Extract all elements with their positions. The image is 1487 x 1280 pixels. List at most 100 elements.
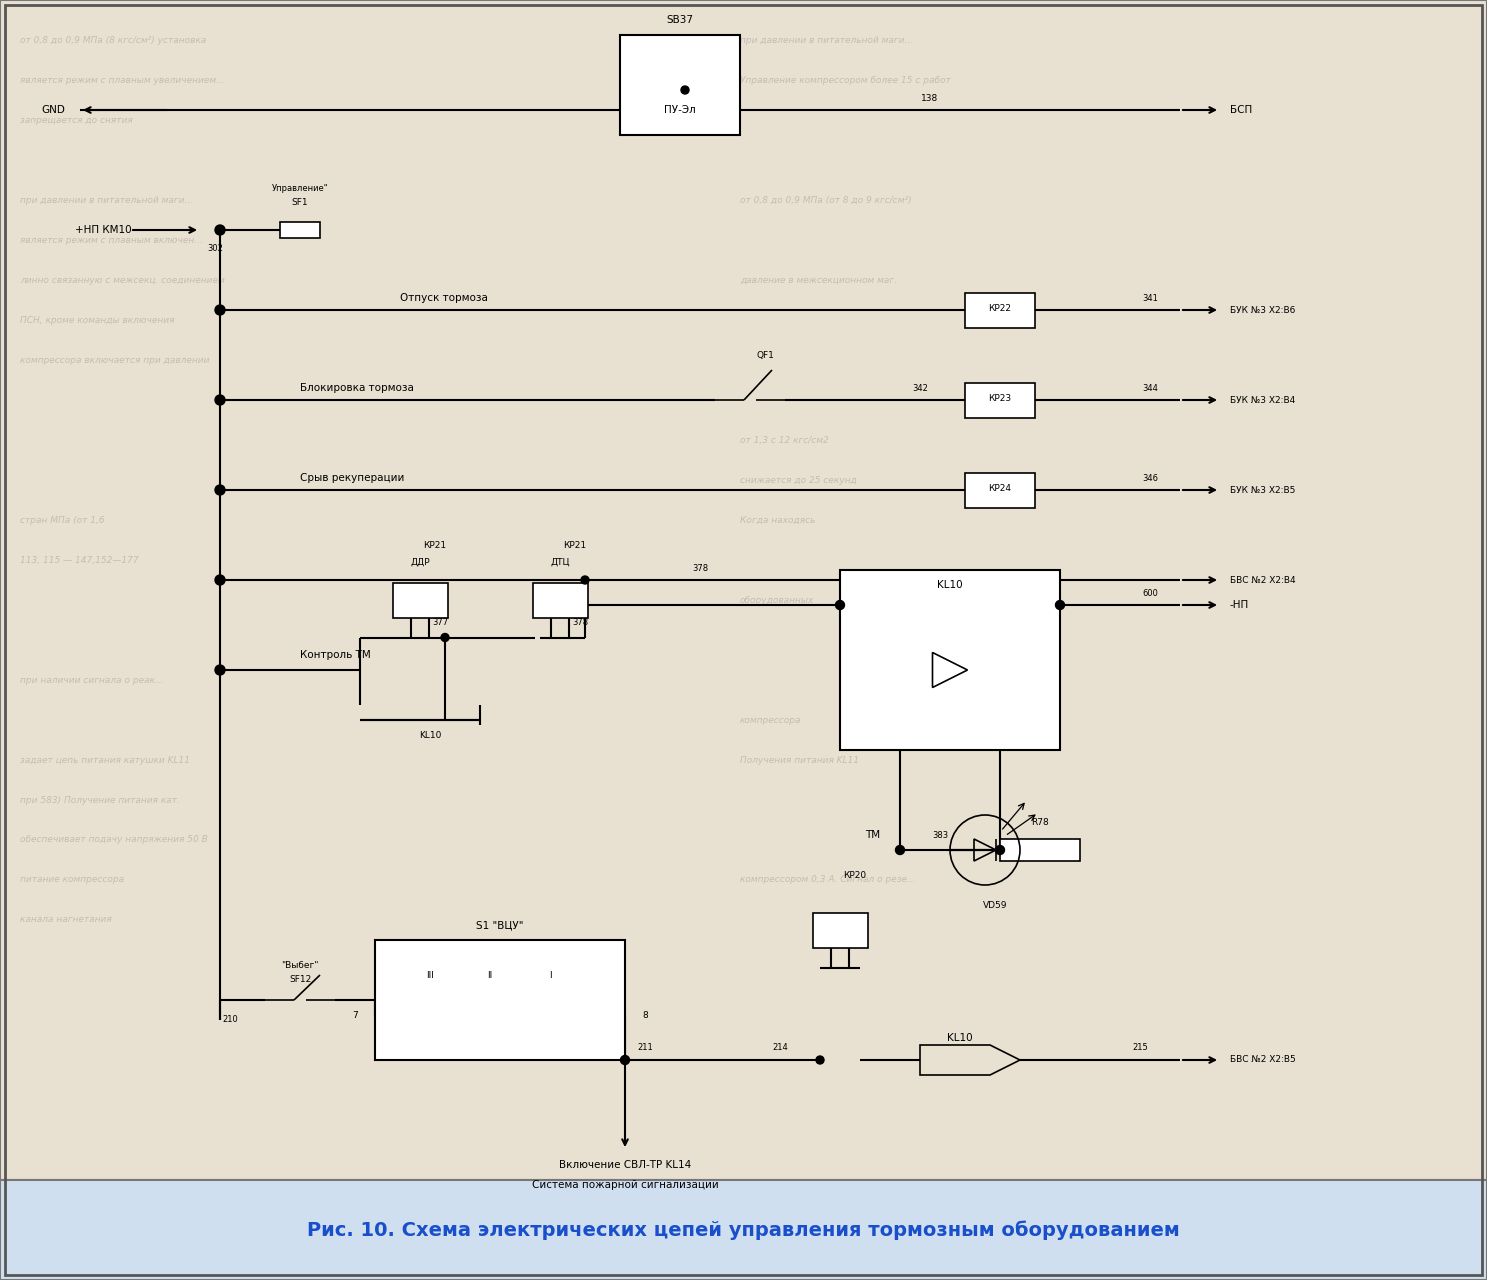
Text: III: III xyxy=(427,970,434,979)
Circle shape xyxy=(995,846,1005,855)
Text: линно связанную с межсекц. соединением: линно связанную с межсекц. соединением xyxy=(19,275,225,284)
Text: БВС №2 Х2:В4: БВС №2 Х2:В4 xyxy=(1230,576,1295,585)
Text: SF1: SF1 xyxy=(291,197,308,206)
Text: GND: GND xyxy=(42,105,65,115)
Text: 138: 138 xyxy=(922,93,938,102)
Text: КР20: КР20 xyxy=(843,870,867,879)
Text: Отпуск тормоза: Отпуск тормоза xyxy=(400,293,488,303)
Text: ТМ: ТМ xyxy=(865,829,880,840)
Circle shape xyxy=(216,666,225,675)
Text: 7: 7 xyxy=(352,1010,358,1019)
Text: давление в межсекционном маг.: давление в межсекционном маг. xyxy=(741,275,897,284)
Text: 8: 8 xyxy=(642,1010,648,1019)
Text: S1 "ВЦУ": S1 "ВЦУ" xyxy=(476,920,523,931)
Text: 210: 210 xyxy=(222,1015,238,1024)
Text: SF12: SF12 xyxy=(288,975,311,984)
Text: оборудованных: оборудованных xyxy=(741,595,815,604)
Bar xyxy=(999,838,1080,861)
Text: компрессором 0,3 А. Сигнал о резе...: компрессором 0,3 А. Сигнал о резе... xyxy=(741,876,916,884)
Bar xyxy=(965,383,1035,417)
Text: запрещается до снятия: запрещается до снятия xyxy=(19,115,132,124)
Text: канала нагнетания: канала нагнетания xyxy=(19,915,112,924)
Circle shape xyxy=(442,634,449,641)
Bar xyxy=(812,913,867,947)
Text: Срыв рекуперации: Срыв рекуперации xyxy=(300,474,404,483)
Text: "Выбег": "Выбег" xyxy=(281,960,318,969)
Text: КР24: КР24 xyxy=(989,484,1011,493)
Circle shape xyxy=(216,396,225,404)
Text: -НП: -НП xyxy=(1230,600,1249,611)
Text: КР21: КР21 xyxy=(424,540,446,549)
Bar xyxy=(840,570,1060,750)
Text: ПУ-Эл: ПУ-Эл xyxy=(665,105,696,115)
Text: KL10: KL10 xyxy=(947,1033,972,1043)
Text: 346: 346 xyxy=(1142,474,1158,483)
Text: стран МПа (от 1,6: стран МПа (от 1,6 xyxy=(19,516,104,525)
Text: Получения питания KL11: Получения питания KL11 xyxy=(741,755,859,764)
Text: 211: 211 xyxy=(636,1042,653,1051)
Text: ПСН, кроме команды включения: ПСН, кроме команды включения xyxy=(19,315,174,325)
Text: 344: 344 xyxy=(1142,384,1158,393)
Text: Управление компрессором более 15 с работ: Управление компрессором более 15 с работ xyxy=(741,76,950,84)
Text: VD59: VD59 xyxy=(983,901,1007,910)
Circle shape xyxy=(216,485,225,495)
Circle shape xyxy=(895,846,904,855)
Bar xyxy=(280,221,320,238)
Text: 302: 302 xyxy=(207,243,223,252)
Text: КР21: КР21 xyxy=(564,540,586,549)
Text: 214: 214 xyxy=(772,1042,788,1051)
Text: 377: 377 xyxy=(431,618,448,627)
Bar xyxy=(0,1180,1487,1280)
Text: является режим с плавным включен...: является режим с плавным включен... xyxy=(19,236,202,244)
Text: БСП: БСП xyxy=(1230,105,1252,115)
Text: 113, 115 — 147,152—177: 113, 115 — 147,152—177 xyxy=(19,556,138,564)
Bar xyxy=(375,940,625,1060)
Circle shape xyxy=(1056,600,1065,609)
Circle shape xyxy=(216,225,225,236)
Text: 383: 383 xyxy=(932,831,949,840)
Bar xyxy=(393,582,448,617)
Text: R78: R78 xyxy=(1030,818,1048,827)
Text: I: I xyxy=(549,970,552,979)
Bar xyxy=(965,293,1035,328)
Bar xyxy=(620,35,741,134)
Text: компрессора включается при давлении: компрессора включается при давлении xyxy=(19,356,210,365)
Text: KL10: KL10 xyxy=(419,731,442,740)
Text: Управление": Управление" xyxy=(272,183,329,192)
Text: является режим с плавным увеличением...: является режим с плавным увеличением... xyxy=(19,76,225,84)
Text: 378: 378 xyxy=(572,618,587,627)
Circle shape xyxy=(816,1056,824,1064)
Text: при 583) Получение питания кат.: при 583) Получение питания кат. xyxy=(19,795,180,805)
Text: Система пожарной сигнализации: Система пожарной сигнализации xyxy=(532,1180,718,1190)
Text: Когда находясь: Когда находясь xyxy=(741,516,815,525)
Bar xyxy=(965,472,1035,507)
Text: КР23: КР23 xyxy=(989,393,1011,402)
Text: 342: 342 xyxy=(912,384,928,393)
Text: 341: 341 xyxy=(1142,293,1158,302)
Text: +НП КМ10: +НП КМ10 xyxy=(74,225,132,236)
Text: обеспечивает подачу напряжения 50 В: обеспечивает подачу напряжения 50 В xyxy=(19,836,208,845)
Circle shape xyxy=(620,1056,629,1065)
Text: БВС №2 Х2:В5: БВС №2 Х2:В5 xyxy=(1230,1056,1295,1065)
Text: II: II xyxy=(488,970,492,979)
Text: Рис. 10. Схема электрических цепей управления тормозным оборудованием: Рис. 10. Схема электрических цепей управ… xyxy=(308,1220,1179,1240)
Text: 378: 378 xyxy=(691,563,708,572)
Text: БУК №3 Х2:В6: БУК №3 Х2:В6 xyxy=(1230,306,1295,315)
Text: снижается до 25 секунд: снижается до 25 секунд xyxy=(741,475,857,485)
Text: при наличии сигнала о реак...: при наличии сигнала о реак... xyxy=(19,676,164,685)
Bar xyxy=(532,582,587,617)
Circle shape xyxy=(216,305,225,315)
Text: QF1: QF1 xyxy=(755,351,773,360)
Text: задает цепь питания катушки KL11: задает цепь питания катушки KL11 xyxy=(19,755,190,764)
Text: от 0,8 до 0,9 МПа (8 кгс/см²) установка: от 0,8 до 0,9 МПа (8 кгс/см²) установка xyxy=(19,36,207,45)
Text: KL10: KL10 xyxy=(937,580,962,590)
Text: КР22: КР22 xyxy=(989,303,1011,312)
Text: ДТЦ: ДТЦ xyxy=(550,558,570,567)
Text: 215: 215 xyxy=(1132,1042,1148,1051)
Circle shape xyxy=(216,575,225,585)
Text: от 0,8 до 0,9 МПа (от 8 до 9 кгс/см²): от 0,8 до 0,9 МПа (от 8 до 9 кгс/см²) xyxy=(741,196,912,205)
Text: БУК №3 Х2:В4: БУК №3 Х2:В4 xyxy=(1230,396,1295,404)
Text: Включение СВЛ-ТР KL14: Включение СВЛ-ТР KL14 xyxy=(559,1160,691,1170)
Text: 600: 600 xyxy=(1142,589,1158,598)
Text: Блокировка тормоза: Блокировка тормоза xyxy=(300,383,413,393)
